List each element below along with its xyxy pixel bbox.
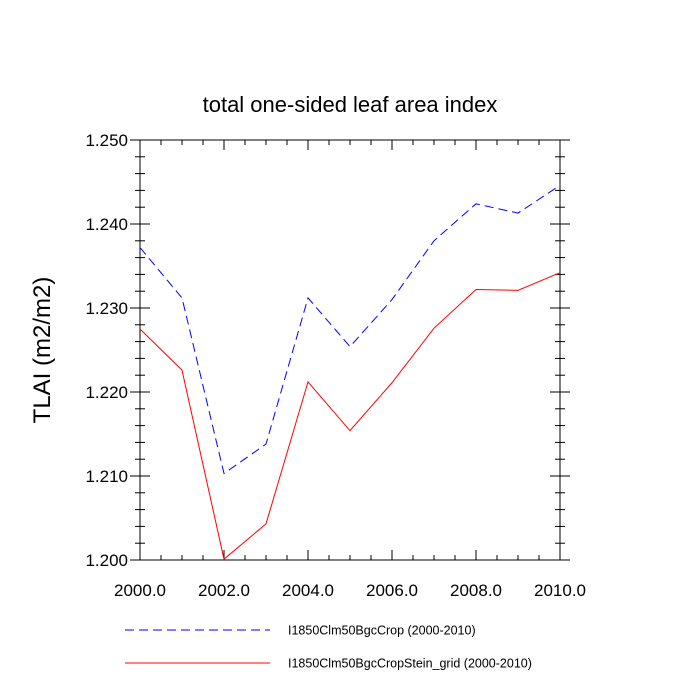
x-tick-label: 2008.0 [450, 581, 502, 600]
y-tick-label: 1.250 [85, 131, 128, 150]
legend: I1850Clm50BgcCrop (2000-2010) I1850Clm50B… [125, 624, 532, 671]
series-line-2 [139, 272, 561, 561]
legend-label-1: I1850Clm50BgcCrop (2000-2010) [288, 624, 476, 638]
plot-frame [139, 139, 561, 561]
y-tick-label: 1.230 [85, 299, 128, 318]
y-axis-label: TLAI (m2/m2) [29, 277, 56, 424]
series-lines [139, 184, 561, 561]
y-tick-label: 1.220 [85, 383, 128, 402]
plot-border [139, 139, 561, 561]
series-line-1 [139, 184, 561, 475]
y-tick-label: 1.210 [85, 467, 128, 486]
x-tick-label: 2010.0 [534, 581, 586, 600]
chart-title: total one-sided leaf area index [203, 92, 498, 117]
x-tick-label: 2004.0 [282, 581, 334, 600]
y-tick-label: 1.240 [85, 215, 128, 234]
x-tick-label: 2000.0 [114, 581, 166, 600]
y-tick-label: 1.200 [85, 551, 128, 570]
axis-ticks: 2000.0 2002.0 2004.0 2006.0 2008.0 2010.0 1.20… [85, 131, 586, 600]
x-tick-label: 2002.0 [198, 581, 250, 600]
legend-label-2: I1850Clm50BgcCropStein_grid (2000-2010) [288, 657, 532, 671]
x-tick-label: 2006.0 [366, 581, 418, 600]
